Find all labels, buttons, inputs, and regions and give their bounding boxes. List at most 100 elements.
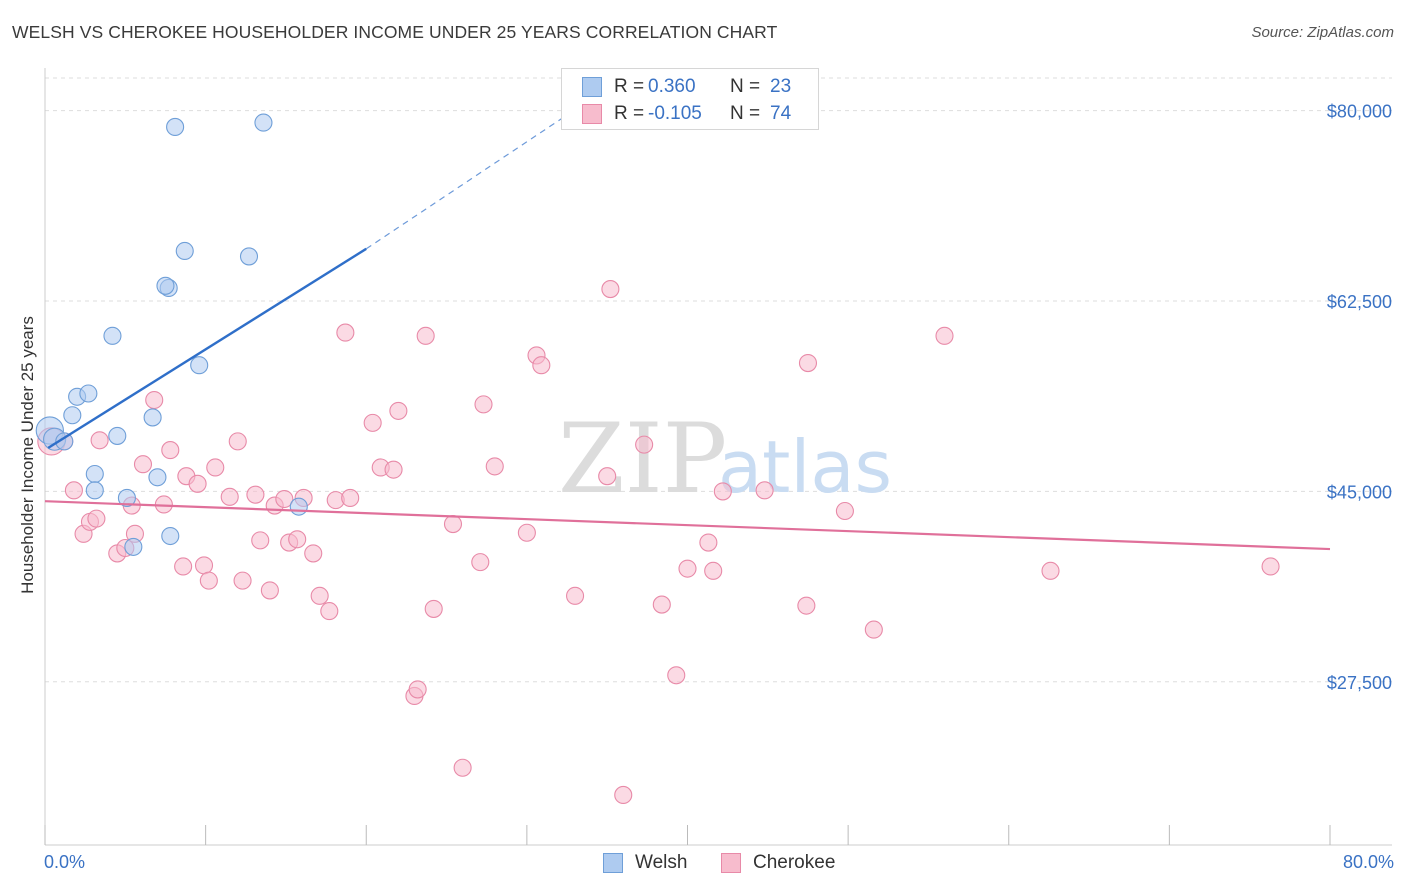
welsh-point[interactable]: [85, 464, 104, 484]
welsh-point[interactable]: [63, 406, 82, 425]
cherokee-point[interactable]: [336, 323, 355, 342]
welsh-point[interactable]: [166, 117, 185, 137]
cherokee-point[interactable]: [453, 758, 472, 777]
welsh-swatch: [582, 77, 602, 97]
welsh-point[interactable]: [143, 408, 162, 427]
cherokee-point[interactable]: [188, 474, 207, 493]
welsh-point[interactable]: [190, 356, 209, 375]
welsh-point[interactable]: [117, 488, 136, 507]
cherokee-point[interactable]: [614, 785, 633, 805]
cherokee-legend-label: Cherokee: [753, 852, 836, 873]
cherokee-point[interactable]: [678, 559, 697, 578]
cherokee-point[interactable]: [699, 533, 718, 552]
welsh-point[interactable]: [55, 432, 74, 451]
welsh-point[interactable]: [161, 526, 180, 546]
cherokee-point[interactable]: [133, 455, 153, 474]
cherokee-point[interactable]: [174, 557, 193, 576]
cherokee-point[interactable]: [566, 586, 585, 605]
welsh-point[interactable]: [108, 426, 127, 445]
welsh-legend-label: Welsh: [635, 852, 688, 873]
cherokee-point[interactable]: [424, 599, 443, 618]
cherokee-point[interactable]: [835, 501, 854, 521]
cherokee-point[interactable]: [363, 413, 382, 432]
legend-item-welsh[interactable]: Welsh: [603, 852, 687, 874]
cherokee-point[interactable]: [206, 458, 225, 477]
cherokee-n-value: 74: [770, 103, 792, 124]
cherokee-point[interactable]: [251, 531, 270, 550]
legend-r-label: R =: [614, 103, 645, 124]
cherokee-point[interactable]: [199, 571, 218, 590]
cherokee-point[interactable]: [194, 556, 214, 575]
axes-layer: [44, 68, 1392, 846]
welsh-trend-extension: [365, 114, 568, 250]
cherokee-point[interactable]: [416, 326, 435, 345]
cherokee-point[interactable]: [275, 489, 294, 509]
welsh-trend-line: [47, 247, 367, 449]
cherokee-point[interactable]: [1041, 561, 1060, 580]
grid-layer: [45, 77, 1392, 683]
cherokee-point[interactable]: [220, 487, 239, 506]
welsh-point[interactable]: [79, 384, 98, 403]
cherokee-point[interactable]: [260, 581, 279, 600]
cherokee-point[interactable]: [288, 530, 307, 549]
cherokee-point[interactable]: [601, 280, 620, 299]
cherokee-swatch: [582, 104, 602, 124]
correlation-legend: R = 0.360 N = 23 R = -0.105 N = 74: [561, 68, 819, 130]
cherokee-point[interactable]: [87, 509, 106, 528]
cherokee-point[interactable]: [798, 353, 818, 373]
welsh-point[interactable]: [239, 247, 259, 266]
welsh-r-value: 0.360: [648, 76, 696, 97]
y-tick-label: $80,000: [1327, 102, 1392, 122]
cherokee-points: [37, 280, 1280, 805]
legend-r-label: R =: [614, 76, 645, 97]
cherokee-point[interactable]: [517, 523, 536, 542]
welsh-point[interactable]: [175, 241, 194, 261]
welsh-point[interactable]: [85, 481, 104, 500]
y-tick-label: $62,500: [1327, 292, 1392, 312]
cherokee-point[interactable]: [635, 435, 654, 454]
cherokee-point[interactable]: [145, 390, 164, 410]
welsh-point[interactable]: [156, 276, 175, 295]
cherokee-point[interactable]: [233, 571, 252, 590]
cherokee-point[interactable]: [408, 680, 427, 699]
cherokee-point[interactable]: [713, 482, 732, 501]
welsh-point[interactable]: [124, 537, 143, 556]
legend-n-label: N =: [730, 76, 761, 97]
welsh-point[interactable]: [148, 468, 167, 487]
watermark-atlas: atlas: [718, 425, 892, 509]
legend-row-welsh: R = 0.360 N = 23: [582, 73, 791, 101]
cherokee-point[interactable]: [228, 432, 247, 451]
cherokee-point[interactable]: [1261, 557, 1280, 576]
cherokee-point[interactable]: [598, 467, 617, 486]
cherokee-point[interactable]: [384, 460, 403, 479]
welsh-point[interactable]: [289, 497, 308, 516]
y-tick-label: $45,000: [1327, 482, 1392, 502]
cherokee-point[interactable]: [90, 431, 109, 450]
cherokee-point[interactable]: [474, 395, 493, 414]
cherokee-point[interactable]: [667, 666, 686, 685]
welsh-point[interactable]: [103, 326, 122, 345]
cherokee-point[interactable]: [246, 485, 265, 504]
trend-lines: [44, 114, 1331, 551]
cherokee-point[interactable]: [797, 596, 816, 615]
cherokee-point[interactable]: [161, 441, 180, 460]
cherokee-point[interactable]: [704, 561, 723, 580]
welsh-point[interactable]: [254, 113, 273, 132]
cherokee-point[interactable]: [389, 401, 408, 420]
cherokee-point[interactable]: [310, 586, 329, 605]
legend-item-cherokee[interactable]: Cherokee: [721, 852, 835, 874]
cherokee-point[interactable]: [320, 602, 339, 621]
cherokee-point[interactable]: [935, 326, 954, 345]
cherokee-trend-line: [44, 500, 1331, 551]
cherokee-point[interactable]: [532, 356, 551, 375]
cherokee-point[interactable]: [64, 481, 83, 500]
cherokee-point[interactable]: [304, 544, 323, 563]
cherokee-point[interactable]: [864, 620, 883, 639]
cherokee-point[interactable]: [443, 515, 463, 534]
y-tick-label: $27,500: [1327, 673, 1392, 693]
cherokee-point[interactable]: [471, 553, 490, 572]
cherokee-point[interactable]: [485, 457, 504, 476]
cherokee-point[interactable]: [755, 481, 774, 500]
cherokee-point[interactable]: [341, 488, 360, 507]
cherokee-point[interactable]: [652, 595, 671, 614]
